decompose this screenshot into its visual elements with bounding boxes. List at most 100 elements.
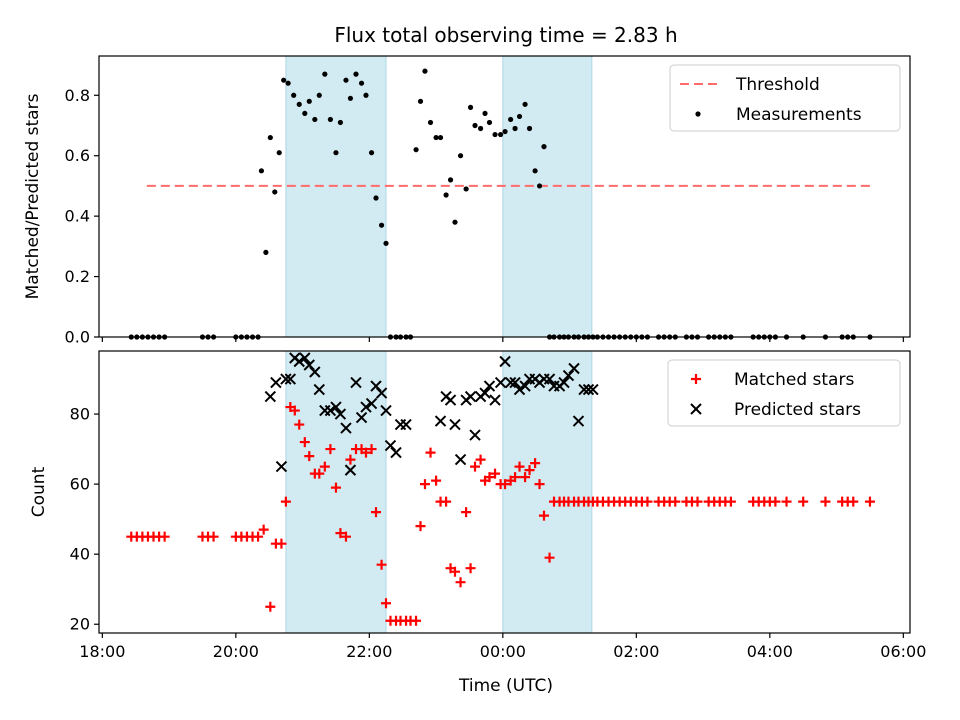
matched-star-point [319, 461, 330, 472]
matched-star-point [514, 461, 525, 472]
measurement-point [522, 101, 528, 107]
predicted-star-point [572, 415, 585, 427]
matched-star-point [330, 482, 341, 493]
matched-star-point [500, 479, 511, 490]
predicted-star-point [479, 387, 491, 399]
matched-star-point [470, 461, 481, 472]
predicted-star-point [380, 404, 392, 417]
shaded-interval-2 [502, 350, 593, 634]
predicted-star-point [444, 394, 457, 406]
predicted-star-point [464, 390, 477, 403]
legend-label: Threshold [735, 75, 820, 95]
legend-box [667, 359, 901, 427]
matched-star-point [376, 559, 387, 570]
measurement-point [482, 110, 488, 117]
legend-label: Measurements [736, 105, 862, 125]
matched-star-point [366, 444, 377, 455]
matched-star-point [419, 479, 430, 490]
predicted-star-point [499, 355, 511, 368]
axes-frame [98, 55, 911, 338]
matched-star-point [294, 419, 305, 430]
predicted-star-point [350, 376, 362, 389]
predicted-star-point [454, 453, 467, 466]
matched-star-point [280, 496, 291, 507]
measurement-point [327, 116, 333, 123]
x-axis-label: Time (UTC) [458, 676, 553, 696]
predicted-star-point [270, 376, 282, 389]
measurement-point [437, 134, 444, 141]
matched-star-point [314, 468, 325, 479]
measurement-point [333, 150, 339, 156]
legend-matched-swatch [691, 374, 701, 384]
matched-star-point [670, 496, 681, 507]
measurement-point [312, 116, 318, 123]
measurement-point [306, 98, 312, 104]
predicted-star-point [509, 376, 521, 389]
legend-measurement-swatch [695, 111, 701, 117]
predicted-star-point [275, 460, 288, 473]
matched-star-point [299, 437, 310, 448]
x-tick-label: 02:00 [613, 642, 659, 661]
matched-star-point [258, 524, 269, 535]
measurement-point [433, 134, 439, 141]
predicted-star-point [558, 376, 570, 389]
predicted-star-point [293, 355, 305, 368]
matched-star-point [276, 538, 287, 549]
measurement-point [502, 128, 508, 135]
measurement-point [281, 77, 287, 83]
x-tick-label: 20:00 [213, 642, 259, 661]
measurement-point [427, 119, 434, 126]
predicted-star-point [375, 387, 388, 399]
predicted-star-point [394, 418, 407, 431]
matched-star-point [520, 472, 531, 483]
predicted-star-point [303, 359, 315, 371]
legend-label: Matched stars [734, 370, 854, 390]
matched-star-point [534, 479, 545, 490]
y-tick-label: 0.8 [65, 86, 90, 105]
matched-star-point [345, 454, 356, 465]
predicted-star-point [384, 439, 397, 452]
matched-star-point [265, 601, 276, 612]
y-tick-label: 0.4 [65, 207, 90, 226]
matched-star-point [449, 566, 460, 577]
predicted-star-point [568, 362, 580, 375]
matched-star-point [725, 496, 736, 507]
measurement-point [526, 125, 533, 132]
measurement-point [422, 68, 428, 74]
measurement-point [363, 92, 369, 98]
y-tick-label: 0.6 [65, 146, 90, 165]
matched-star-point [325, 444, 336, 455]
matched-star-point [642, 496, 653, 507]
predicted-star-point [543, 373, 556, 385]
predicted-star-point [355, 411, 368, 424]
measurement-point [516, 113, 523, 120]
y-tick-label: 40 [70, 545, 90, 564]
matched-star-point [524, 465, 535, 476]
predicted-star-point [587, 383, 599, 396]
measurement-point [343, 77, 349, 83]
matched-star-point [159, 531, 170, 542]
matched-star-point [538, 510, 549, 521]
matched-star-point [692, 496, 703, 507]
measurement-point [467, 104, 474, 110]
measurement-point [368, 150, 375, 156]
predicted-star-point [280, 373, 292, 385]
matched-star-point [253, 531, 264, 542]
matched-star-point [510, 472, 521, 483]
x-tick-label: 04:00 [747, 642, 793, 661]
predicted-star-point [370, 380, 382, 392]
matched-star-point [304, 451, 315, 462]
measurement-point [263, 249, 269, 255]
predicted-star-point [365, 397, 378, 410]
predicted-star-point [324, 404, 337, 417]
measurement-point [463, 186, 469, 192]
predicted-star-point [340, 422, 352, 434]
measurement-point [486, 119, 493, 126]
matched-star-point [411, 615, 422, 626]
bottom-panel: 20 40 60 80 18:00 20:00 22:00 00:00 02:00 04:00 06… [29, 350, 926, 661]
matched-star-point [340, 531, 351, 542]
matched-star-point [490, 468, 501, 479]
measurement-point [536, 183, 543, 189]
predicted-star-point [513, 383, 526, 396]
measurement-point [472, 122, 478, 129]
